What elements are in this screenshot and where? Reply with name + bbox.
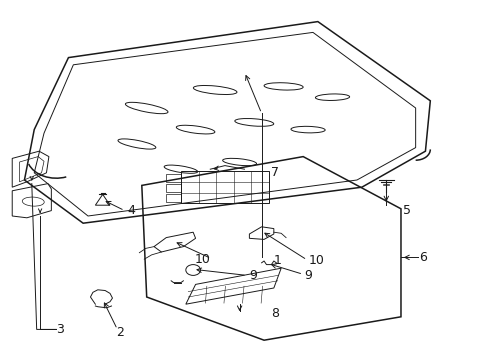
Text: 10: 10 <box>308 255 324 267</box>
Text: 10: 10 <box>194 253 210 266</box>
Text: 7: 7 <box>271 166 279 179</box>
Text: 2: 2 <box>116 327 123 339</box>
Text: 9: 9 <box>304 269 311 282</box>
Text: 3: 3 <box>56 323 64 336</box>
Text: 5: 5 <box>403 204 410 217</box>
Text: 6: 6 <box>419 251 427 264</box>
Text: 9: 9 <box>249 269 257 282</box>
Text: 1: 1 <box>273 255 281 267</box>
Text: 4: 4 <box>127 204 135 217</box>
Text: 8: 8 <box>271 307 279 320</box>
